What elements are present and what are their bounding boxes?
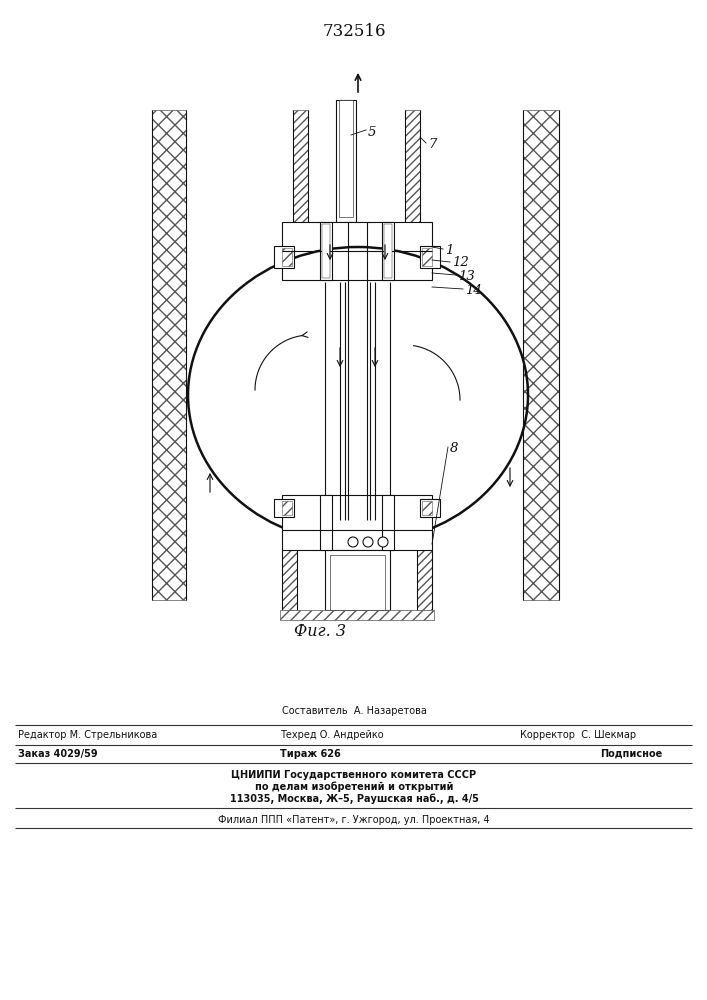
Bar <box>422 501 432 515</box>
Bar <box>152 110 186 600</box>
Text: 732516: 732516 <box>322 23 386 40</box>
Text: 1: 1 <box>445 243 453 256</box>
Bar <box>274 499 294 517</box>
Bar <box>322 224 330 278</box>
Bar <box>274 246 294 268</box>
Bar <box>280 610 434 620</box>
Bar <box>384 224 392 278</box>
Text: Корректор  С. Шекмар: Корректор С. Шекмар <box>520 730 636 740</box>
Bar <box>320 222 332 280</box>
Bar <box>282 495 432 550</box>
Bar <box>336 100 356 222</box>
Text: 8: 8 <box>450 442 458 454</box>
Bar <box>417 550 432 610</box>
Text: 14: 14 <box>465 284 481 296</box>
Bar <box>420 246 440 268</box>
Text: Фиг. 3: Фиг. 3 <box>294 624 346 641</box>
Text: 12: 12 <box>452 256 469 269</box>
Bar <box>382 495 394 550</box>
Circle shape <box>348 537 358 547</box>
Text: Редактор М. Стрельникова: Редактор М. Стрельникова <box>18 730 157 740</box>
Text: 13: 13 <box>458 269 474 282</box>
Bar <box>330 555 385 610</box>
Bar <box>293 110 308 222</box>
Text: 5: 5 <box>368 125 376 138</box>
Text: Подписное: Подписное <box>600 749 662 759</box>
Circle shape <box>363 537 373 547</box>
Bar <box>523 110 559 600</box>
Text: Тираж 626: Тираж 626 <box>280 749 340 759</box>
Bar <box>282 222 432 280</box>
Text: 7: 7 <box>428 138 436 151</box>
Text: Филиал ППП «Патент», г. Ужгород, ул. Проектная, 4: Филиал ППП «Патент», г. Ужгород, ул. Про… <box>218 815 490 825</box>
Circle shape <box>378 537 388 547</box>
Bar <box>325 550 390 610</box>
Bar <box>420 499 440 517</box>
Bar <box>422 248 432 266</box>
Text: 113035, Москва, Ж–5, Раушская наб., д. 4/5: 113035, Москва, Ж–5, Раушская наб., д. 4… <box>230 794 479 804</box>
Text: ЦНИИПИ Государственного комитета СССР: ЦНИИПИ Государственного комитета СССР <box>231 770 477 780</box>
Bar <box>282 501 292 515</box>
Bar <box>282 550 297 610</box>
Bar <box>282 248 292 266</box>
Text: по делам изобретений и открытий: по делам изобретений и открытий <box>255 782 453 792</box>
Text: Техред О. Андрейко: Техред О. Андрейко <box>280 730 384 740</box>
Bar <box>405 110 420 222</box>
Bar <box>382 222 394 280</box>
Bar <box>339 100 353 217</box>
Bar <box>320 495 332 550</box>
Text: Заказ 4029/59: Заказ 4029/59 <box>18 749 98 759</box>
Text: Составитель  А. Назаретова: Составитель А. Назаретова <box>281 706 426 716</box>
